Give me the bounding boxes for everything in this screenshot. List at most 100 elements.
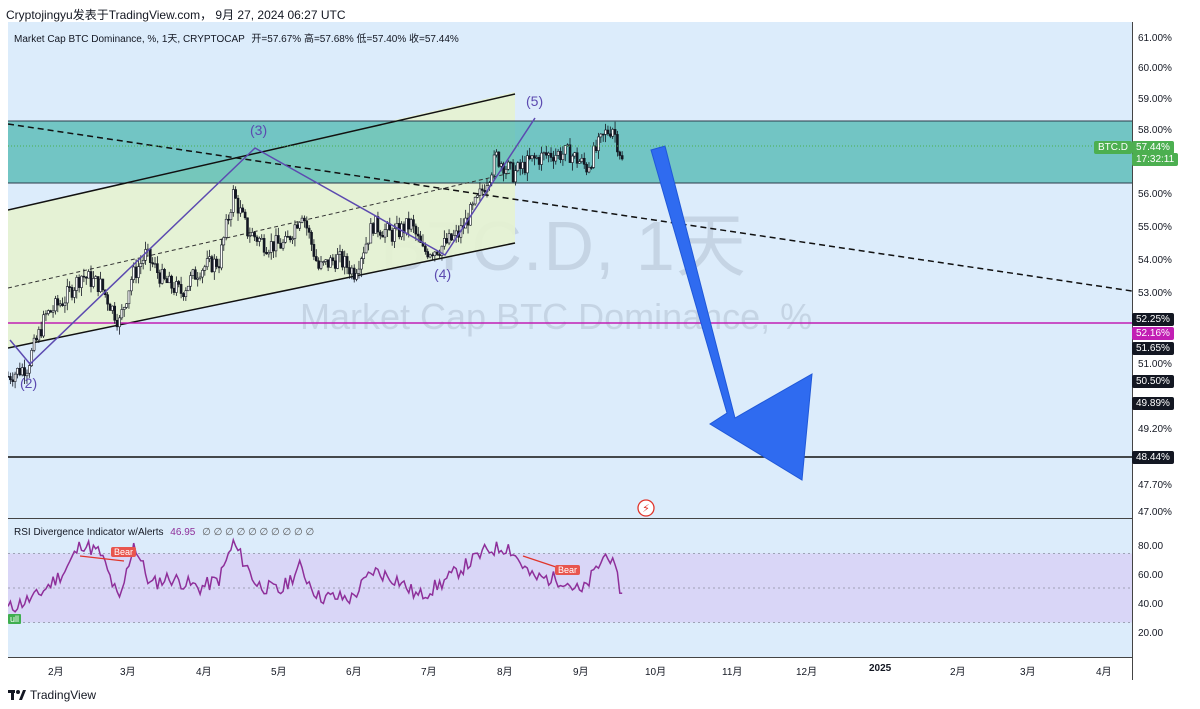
price-tick: 58.00% [1138,125,1172,136]
candle-body [582,157,586,165]
candle-body [255,236,259,242]
candle-body [179,284,183,294]
candle-body [227,218,230,221]
time-tick: 5月 [271,667,287,678]
candle-body [156,263,159,274]
candle-body [144,249,147,261]
wave-label-4: (4) [434,266,452,282]
candle-body [393,228,396,242]
candle-body [113,305,117,321]
candle-body [127,290,131,305]
candle-body [222,237,226,246]
channel-lower-line [8,242,516,349]
candle-body [559,151,562,160]
candle-body [300,217,304,223]
publisher-header: Cryptojingyu发表于TradingView.com， 9月 27, 2… [6,8,346,22]
candle-body [317,260,320,269]
price-tick: 47.70% [1138,480,1172,491]
candle-body [620,155,624,160]
event-icon-glyph: ⚡ [642,502,650,515]
candle-body [345,256,349,268]
candle-body [488,182,491,186]
candle-body [350,267,354,275]
candle-body [28,365,31,374]
candle-body [75,277,79,291]
candle-body [341,251,344,268]
candle-body [141,260,145,264]
candle-body [258,238,261,242]
candle-body [82,275,86,278]
countdown-label: 17:32:11 [1132,153,1179,166]
time-tick: 3月 [1020,667,1036,678]
rsi-tick: 20.00 [1138,628,1164,639]
candle-body [447,233,451,244]
rsi-tick: 60.00 [1138,570,1164,581]
price-tick: 51.00% [1138,359,1172,370]
candle-body [367,242,370,245]
elliott-wave-path [9,117,536,366]
candle-body [262,238,266,253]
candle-body [295,224,299,229]
candle-body [369,223,373,244]
candle-body [412,219,415,227]
event-icon [637,499,655,517]
candle-body [480,188,484,191]
candle-body [196,277,200,280]
candle-body [182,293,185,297]
candle-body [549,152,553,158]
candle-body [32,337,36,351]
candle-body [307,227,311,233]
candle-body [158,272,162,284]
candle-body [151,262,154,265]
candle-body [13,373,17,382]
candle-body [286,236,290,238]
candle-body [575,152,579,164]
candle-body [329,257,332,268]
rsi-legend-extras: ∅ ∅ ∅ ∅ ∅ ∅ ∅ ∅ ∅ ∅ [202,527,315,538]
candle-body [554,155,558,162]
candle-body [407,218,411,230]
candle-body [189,275,192,287]
candle-body [63,302,67,306]
candle-body [402,223,406,234]
candle-body [499,163,503,167]
candle-body [208,256,211,259]
candle-body [236,197,240,214]
candle-body [246,217,249,237]
bear-tag-1: Bear [111,547,137,557]
candle-body [424,245,427,252]
candle-body [54,298,57,312]
candle-body [563,145,567,155]
footer-brand[interactable]: TradingView [8,688,96,702]
candle-body [326,259,330,268]
candle-body [148,248,152,263]
candle-body [137,266,140,278]
candle-body [120,309,124,319]
price-tick: 59.00% [1138,94,1172,105]
rsi-legend[interactable]: RSI Divergence Indicator w/Alerts 46.95 … [14,527,314,538]
candle-body [492,154,496,176]
candle-body [115,319,119,328]
price-tick: 60.00% [1138,63,1172,74]
candle-body [381,235,384,238]
candle-body [99,278,102,292]
candle-body [352,267,356,280]
candle-body [165,278,169,284]
candle-body [288,236,292,241]
candle-body [23,367,26,377]
candle-body [111,305,114,311]
candle-body [239,207,242,214]
candle-body [39,329,43,337]
time-tick: 6月 [346,667,362,678]
candle-body [310,232,313,245]
candle-body [284,236,287,243]
candle-body [433,251,437,256]
time-tick: 7月 [421,667,437,678]
candle-body [9,376,12,381]
candle-body [37,329,41,341]
level-label: 50.50% [1132,375,1174,388]
candle-body [390,229,394,242]
candle-body [473,196,477,205]
chart-legend[interactable]: Market Cap BTC Dominance, %, 1天, CRYPTOC… [14,30,459,45]
